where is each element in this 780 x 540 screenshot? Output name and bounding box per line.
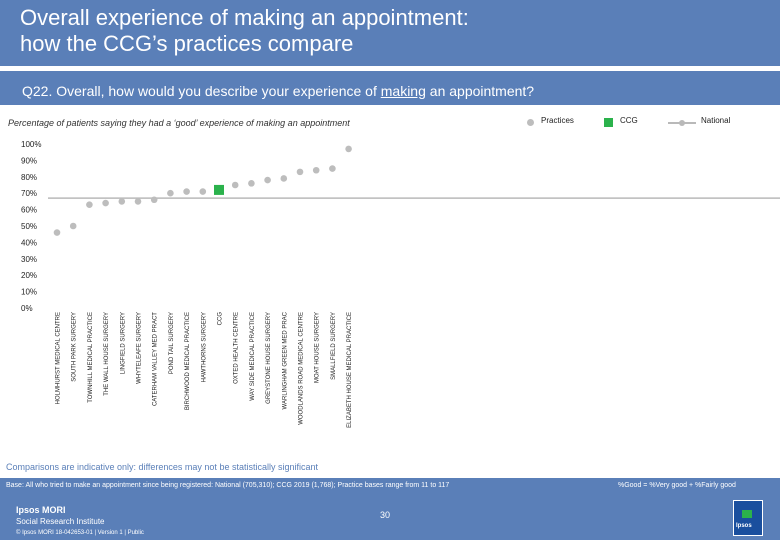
- category-label: WOODLANDS ROAD MEDICAL CENTRE: [299, 312, 305, 425]
- category-label: BIRCHWOOD MEDICAL PRACTICE: [185, 312, 191, 410]
- category-label: SMALLFIELD SURGERY: [331, 312, 337, 380]
- y-tick-label: 0%: [21, 304, 33, 313]
- comparison-footnote: Comparisons are indicative only: differe…: [6, 462, 318, 472]
- category-label: ELIZABETH HOUSE MEDICAL PRACTICE: [347, 312, 353, 428]
- practice-point: [199, 188, 207, 195]
- practice-point: [53, 229, 61, 236]
- category-label: TOWNHILL MEDICAL PRACTICE: [88, 312, 94, 403]
- category-label: WHYTELEAFE SURGERY: [137, 312, 143, 384]
- legend-ccg-label: CCG: [620, 116, 638, 125]
- y-tick-label: 30%: [21, 255, 37, 264]
- y-tick-label: 90%: [21, 156, 37, 165]
- category-label: WARLINGHAM GREEN MED PRAC: [282, 311, 288, 409]
- category-label: OXTED HEALTH CENTRE: [234, 312, 240, 384]
- page-title: Overall experience of making an appointm…: [20, 5, 469, 57]
- ipsos-logo-text: Ipsos: [736, 523, 752, 529]
- question-banner: [0, 71, 780, 105]
- category-label: HOLMHURST MEDICAL CENTRE: [56, 312, 62, 404]
- category-label: MOAT HOUSE SURGERY: [315, 312, 321, 383]
- copyright-text: © Ipsos MORI 18-042653-01 | Version 1 | …: [16, 530, 144, 536]
- practice-point: [118, 198, 126, 205]
- y-tick-label: 100%: [21, 140, 41, 149]
- category-label: CATERHAM VALLEY MED PRACT: [153, 312, 159, 406]
- brand-name: Ipsos MORI: [16, 505, 66, 515]
- practice-point: [183, 188, 190, 195]
- legend-practices-marker: [527, 119, 534, 126]
- ipsos-logo: [733, 500, 763, 536]
- y-tick-label: 70%: [21, 189, 37, 198]
- category-label: GREYSTONE HOUSE SURGERY: [266, 312, 272, 404]
- practice-point: [167, 189, 174, 197]
- category-label: POND TAIL SURGERY: [169, 312, 175, 374]
- practice-point: [264, 176, 271, 184]
- practice-point: [231, 181, 239, 189]
- practice-point: [86, 201, 93, 208]
- footer-bar: [0, 478, 780, 540]
- question-prefix: Q22. Overall, how would you describe you…: [22, 83, 381, 99]
- practice-point: [150, 196, 158, 204]
- practice-point: [134, 198, 142, 205]
- brand-subtitle: Social Research Institute: [16, 517, 105, 526]
- question-underlined: making: [380, 83, 426, 99]
- practice-point: [296, 168, 304, 176]
- practice-point: [280, 175, 288, 182]
- y-tick-label: 50%: [21, 222, 37, 231]
- y-tick-label: 60%: [21, 206, 37, 215]
- legend-ccg-marker: [604, 118, 613, 127]
- legend-national-marker: [679, 120, 685, 126]
- category-label: WAY SIDE MEDICAL PRACTICE: [250, 312, 256, 401]
- category-label: THE WALL HOUSE SURGERY: [104, 312, 110, 396]
- practice-point: [329, 165, 336, 172]
- y-tick-label: 10%: [21, 288, 37, 297]
- page-number: 30: [380, 510, 391, 520]
- practice-point: [69, 222, 77, 230]
- category-label: SOUTH PARK SURGERY: [72, 312, 78, 382]
- category-label: CCG: [218, 312, 224, 326]
- page-title-line-1: Overall experience of making an appointm…: [20, 5, 469, 30]
- practice-point: [345, 145, 352, 153]
- title-banner: [0, 0, 780, 66]
- y-tick-label: 40%: [21, 238, 37, 247]
- category-label: LINGFIELD SURGERY: [120, 312, 126, 374]
- question-suffix: an appointment?: [425, 83, 535, 99]
- legend-practices-label: Practices: [541, 116, 574, 125]
- y-tick-label: 80%: [21, 173, 37, 182]
- ipsos-logo-mark: [742, 510, 752, 518]
- chart-subtitle: Percentage of patients saying they had a…: [8, 118, 350, 128]
- base-text: Base: All who tried to make an appointme…: [6, 482, 450, 489]
- legend-national-label: National: [701, 116, 731, 125]
- ccg-marker: [214, 184, 224, 195]
- scatter-chart: 0% 10% 20% 30% 40% 50% 60% 70% 80% 90% 100% HOLMHUR…: [21, 140, 780, 428]
- question-text: Q22. Overall, how would you describe you…: [22, 83, 534, 99]
- page-title-line-2: how the CCG’s practices compare: [20, 31, 354, 56]
- practice-point: [312, 166, 320, 174]
- y-tick-label: 20%: [21, 271, 37, 280]
- good-definition-note: %Good = %Very good + %Fairly good: [618, 482, 736, 489]
- category-label: HAWTHORNS SURGERY: [201, 312, 207, 382]
- practice-point: [102, 199, 109, 207]
- practice-point: [248, 180, 255, 187]
